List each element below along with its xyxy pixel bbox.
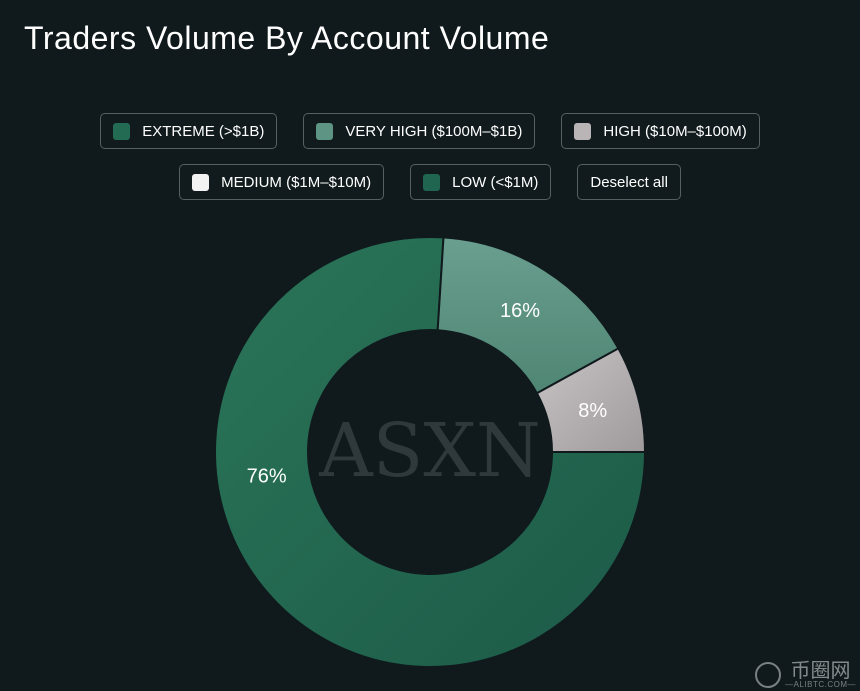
- center-watermark: ASXN: [318, 408, 541, 494]
- legend-swatch-very-high: [316, 122, 334, 140]
- legend-label-medium: MEDIUM ($1M–$10M): [221, 173, 372, 191]
- donut-slices: [214, 236, 647, 668]
- legend-swatch-low: [423, 173, 441, 191]
- legend-item-very-high[interactable]: VERY HIGH ($100M–$1B): [303, 113, 536, 149]
- deselect-all-label: Deselect all: [590, 173, 668, 191]
- legend-label-very-high: VERY HIGH ($100M–$1B): [345, 122, 523, 140]
- chart-title: Traders Volume By Account Volume: [24, 20, 550, 56]
- legend-item-extreme[interactable]: EXTREME (>$1B): [100, 113, 278, 149]
- legend-row-1: EXTREME (>$1B) VERY HIGH ($100M–$1B) HIG…: [0, 113, 860, 149]
- data-label-very-high: 16%: [500, 300, 540, 322]
- donut-data-labels: 76% 16% 8%: [247, 300, 608, 487]
- donut-slice-high[interactable]: [535, 347, 647, 453]
- legend-swatch-high: [574, 122, 592, 140]
- site-watermark-sub: —ALIBTC.COM—: [785, 680, 856, 689]
- legend-row-2: MEDIUM ($1M–$10M) LOW (<$1M) Deselect al…: [0, 164, 860, 200]
- legend-item-low[interactable]: LOW (<$1M): [410, 164, 552, 200]
- legend-label-high: HIGH ($10M–$100M): [603, 122, 747, 140]
- legend-item-high[interactable]: HIGH ($10M–$100M): [561, 113, 760, 149]
- donut-slice-extreme[interactable]: [214, 236, 647, 668]
- data-label-high: 8%: [578, 400, 607, 422]
- site-watermark-main: 币圈网: [790, 660, 851, 682]
- legend-swatch-extreme: [113, 122, 131, 140]
- legend-item-medium[interactable]: MEDIUM ($1M–$10M): [179, 164, 385, 200]
- data-label-extreme: 76%: [247, 466, 287, 488]
- legend-label-low: LOW (<$1M): [452, 173, 539, 191]
- site-watermark: 币圈网 —ALIBTC.COM—: [755, 661, 856, 689]
- legend-swatch-medium: [192, 173, 210, 191]
- logo-icon: [755, 662, 782, 688]
- legend-label-extreme: EXTREME (>$1B): [142, 122, 265, 140]
- site-watermark-text: 币圈网 —ALIBTC.COM—: [785, 661, 856, 689]
- deselect-all-button[interactable]: Deselect all: [577, 164, 681, 200]
